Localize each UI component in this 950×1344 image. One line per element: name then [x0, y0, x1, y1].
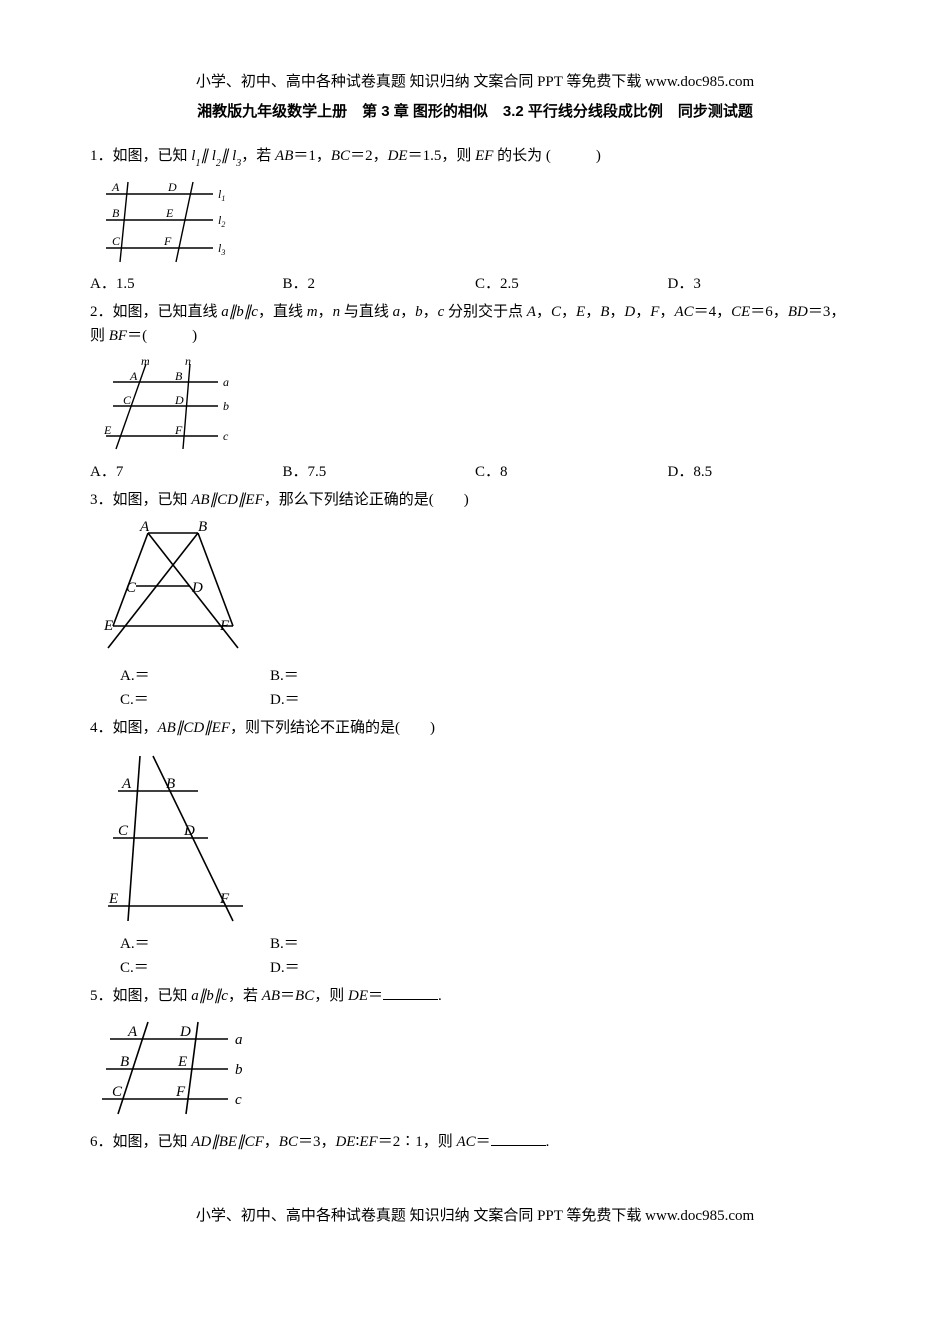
q4-optD: D.＝ [270, 956, 420, 980]
svg-text:a: a [235, 1032, 243, 1048]
q1-prefix: 1．如图，已知 [90, 148, 191, 164]
svg-text:C: C [118, 823, 129, 839]
q2-optB: B．7.5 [283, 460, 476, 484]
svg-text:F: F [175, 1084, 186, 1100]
svg-text:E: E [177, 1054, 187, 1070]
svg-text:C: C [112, 234, 121, 248]
svg-text:B: B [166, 776, 175, 792]
q3-options: A.＝ B.＝ C.＝ D.＝ [120, 664, 860, 712]
svg-text:E: E [103, 618, 113, 634]
q5-suffix: . [438, 988, 442, 1004]
svg-text:A: A [121, 776, 132, 792]
svg-text:D: D [167, 180, 177, 194]
q1-figure: A B C D E F l1 l2 l3 [98, 176, 860, 266]
svg-text:D: D [179, 1024, 191, 1040]
svg-text:c: c [235, 1092, 242, 1108]
q1-optD: D．3 [668, 272, 861, 296]
q4-optA: A.＝ [120, 932, 270, 956]
svg-text:F: F [163, 234, 172, 248]
svg-text:F: F [219, 618, 230, 634]
svg-text:B: B [198, 519, 207, 535]
q3-optB: B.＝ [270, 664, 420, 688]
svg-text:l3: l3 [218, 241, 225, 257]
svg-text:B: B [112, 206, 120, 220]
svg-text:b: b [223, 399, 229, 413]
q1-options: A．1.5 B．2 C．2.5 D．3 [90, 272, 860, 296]
svg-text:A: A [129, 369, 138, 383]
svg-text:B: B [175, 369, 183, 383]
q3-optD: D.＝ [270, 688, 420, 712]
q4-options: A.＝ B.＝ C.＝ D.＝ [120, 932, 860, 980]
q4-figure: A B C D E F [98, 746, 860, 926]
svg-text:E: E [103, 423, 112, 437]
q6-blank [491, 1130, 546, 1146]
q2-figure: m n A B a C D b E F c [98, 354, 860, 454]
title: 湘教版九年级数学上册 第 3 章 图形的相似 3.2 平行线分线段成比例 同步测… [90, 100, 860, 124]
svg-text:m: m [141, 354, 150, 368]
q5-blank [383, 984, 438, 1000]
svg-text:A: A [127, 1024, 138, 1040]
q2-optC: C．8 [475, 460, 668, 484]
svg-text:E: E [108, 891, 118, 907]
q1-optA: A．1.5 [90, 272, 283, 296]
svg-text:D: D [183, 823, 195, 839]
q4-optB: B.＝ [270, 932, 420, 956]
svg-text:C: C [112, 1084, 123, 1100]
svg-text:C: C [123, 393, 132, 407]
q1-expr: l1∥ l2∥ l3 [191, 148, 241, 164]
q3-text: 3．如图，已知 AB∥CD∥EF，那么下列结论正确的是( ) [90, 488, 860, 512]
svg-text:A: A [139, 519, 150, 535]
q5-text: 5．如图，已知 a∥b∥c，若 AB＝BC，则 DE＝. [90, 984, 860, 1008]
svg-text:A: A [111, 180, 120, 194]
q3-optA: A.＝ [120, 664, 270, 688]
q6-text: 6．如图，已知 AD∥BE∥CF，BC＝3，DE∶EF＝2∶1，则 AC＝. [90, 1130, 860, 1154]
q1-cond: ，若 AB＝1，BC＝2，DE＝1.5，则 EF 的长为 ( ) [241, 148, 601, 164]
svg-text:E: E [165, 206, 174, 220]
q5-figure: A D a B E b C F c [98, 1014, 860, 1124]
q1-text: 1．如图，已知 l1∥ l2∥ l3，若 AB＝1，BC＝2，DE＝1.5，则 … [90, 144, 860, 170]
header-text: 小学、初中、高中各种试卷真题 知识归纳 文案合同 PPT 等免费下载 www.d… [90, 70, 860, 94]
q1-optC: C．2.5 [475, 272, 668, 296]
svg-text:l2: l2 [218, 213, 225, 229]
svg-text:B: B [120, 1054, 129, 1070]
q4-optC: C.＝ [120, 956, 270, 980]
svg-text:c: c [223, 429, 229, 443]
svg-text:F: F [174, 423, 183, 437]
svg-text:C: C [126, 580, 137, 596]
svg-text:D: D [174, 393, 184, 407]
q3-optC: C.＝ [120, 688, 270, 712]
q6-suffix: . [546, 1134, 550, 1150]
q1-optB: B．2 [283, 272, 476, 296]
footer-text: 小学、初中、高中各种试卷真题 知识归纳 文案合同 PPT 等免费下载 www.d… [90, 1204, 860, 1228]
q2-optD: D．8.5 [668, 460, 861, 484]
svg-text:n: n [185, 354, 191, 368]
svg-text:D: D [191, 580, 203, 596]
q4-text: 4．如图，AB∥CD∥EF，则下列结论不正确的是( ) [90, 716, 860, 740]
svg-text:b: b [235, 1062, 243, 1078]
q2-options: A．7 B．7.5 C．8 D．8.5 [90, 460, 860, 484]
svg-text:a: a [223, 375, 229, 389]
page: 小学、初中、高中各种试卷真题 知识归纳 文案合同 PPT 等免费下载 www.d… [45, 0, 905, 1268]
q2-text: 2．如图，已知直线 a∥b∥c，直线 m，n 与直线 a，b，c 分别交于点 A… [90, 300, 860, 348]
q2-optA: A．7 [90, 460, 283, 484]
q3-figure: A B C D E F [98, 518, 860, 658]
svg-text:F: F [219, 891, 230, 907]
svg-text:l1: l1 [218, 187, 225, 203]
